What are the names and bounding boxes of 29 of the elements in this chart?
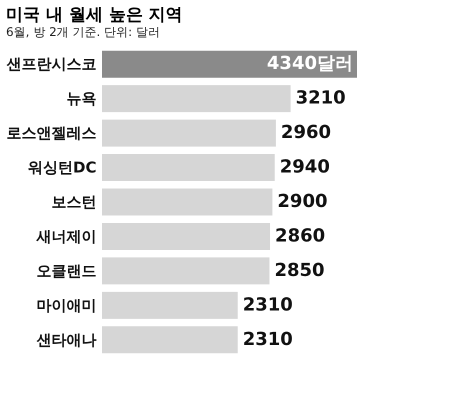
bar xyxy=(102,188,272,216)
y-tick-label: 로스앤젤레스 xyxy=(6,124,96,142)
y-tick-label: 샌타애나 xyxy=(36,330,96,349)
data-label: 2310 xyxy=(242,328,293,350)
bar xyxy=(102,292,238,319)
bar xyxy=(102,120,276,147)
chart-subtitle: 6월, 방 2개 기준. 단위: 달러 xyxy=(6,25,160,39)
data-label: 2960 xyxy=(280,122,332,144)
y-tick-label: 뉴욕 xyxy=(66,90,96,108)
y-tick-label: 샌프란시스코 xyxy=(6,55,96,74)
y-tick-label: 오클랜드 xyxy=(36,262,96,280)
data-label: 4340달러 xyxy=(266,53,353,74)
y-tick-label: 마이애미 xyxy=(36,296,96,314)
bar xyxy=(102,50,357,78)
bar xyxy=(102,326,238,354)
data-label: 2900 xyxy=(277,191,328,212)
data-label: 2310 xyxy=(242,294,293,316)
bar xyxy=(102,222,270,250)
chart-title: 미국 내 월세 높은 지역 xyxy=(6,5,183,25)
y-tick-label: 보스턴 xyxy=(52,193,96,211)
data-label: 3210 xyxy=(296,88,346,109)
data-label: 2860 xyxy=(275,225,326,246)
y-tick-label: 워싱턴DC xyxy=(28,158,96,177)
bar xyxy=(102,257,270,284)
y-tick-label: 새너제이 xyxy=(36,227,96,246)
bar xyxy=(102,154,275,182)
bar xyxy=(102,85,291,112)
data-label: 2940 xyxy=(280,156,330,178)
data-label: 2850 xyxy=(274,260,325,281)
